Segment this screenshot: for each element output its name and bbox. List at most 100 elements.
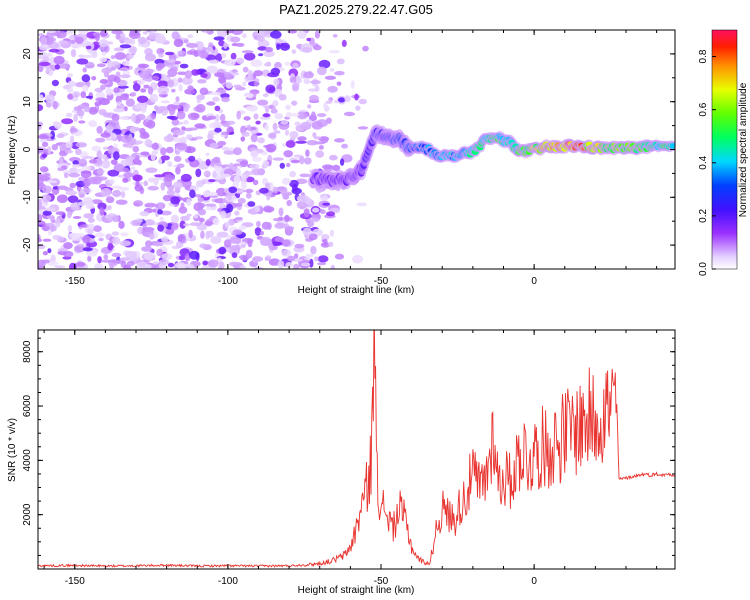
heatmap-cell: [304, 257, 311, 261]
heatmap-cell: [154, 36, 167, 44]
heatmap-cell: [136, 79, 146, 85]
heatmap-cell: [309, 94, 319, 102]
heatmap-cell: [123, 60, 130, 67]
heatmap-cell: [318, 145, 324, 150]
heatmap-cell: [197, 208, 207, 216]
heatmap-cell: [43, 173, 51, 177]
heatmap-cell: [87, 255, 92, 262]
heatmap-cell: [181, 76, 193, 85]
heatmap-cell: [270, 67, 281, 76]
heatmap-cell: [183, 223, 190, 227]
heatmap-cell: [195, 103, 206, 113]
heatmap-cell: [160, 155, 170, 161]
heatmap-cell: [50, 225, 57, 232]
heatmap-cell: [81, 74, 91, 83]
heatmap-cell: [300, 121, 312, 131]
heatmap-cell: [62, 250, 74, 258]
heatmap-cell: [97, 256, 102, 264]
heatmap-cell: [93, 263, 104, 269]
heatmap-cell: [230, 52, 237, 60]
heatmap-cell: [272, 157, 284, 161]
heatmap-cell: [135, 154, 140, 162]
heatmap-cell: [117, 85, 129, 89]
heatmap-cell: [241, 50, 254, 54]
heatmap-cell: [179, 220, 186, 229]
heatmap-cell: [218, 40, 225, 47]
snr-xtick-label: -50: [374, 576, 389, 587]
heatmap-cell: [176, 163, 185, 169]
heatmap-cell: [291, 49, 297, 54]
heatmap-cell: [362, 45, 369, 52]
heatmap-cell: [140, 88, 147, 93]
heatmap-cell: [70, 49, 77, 58]
heatmap-cell: [214, 165, 223, 173]
heatmap-cell: [113, 76, 121, 83]
heatmap-cell: [231, 30, 243, 36]
heatmap-cell: [65, 112, 73, 118]
snr-xtick-label: 0: [531, 576, 537, 587]
heatmap-cell: [38, 173, 44, 179]
heatmap-cell: [312, 44, 322, 51]
heatmap-cell: [242, 81, 247, 87]
heatmap-cell: [352, 254, 364, 264]
heatmap-cell: [142, 31, 148, 35]
heatmap-cell: [299, 155, 305, 165]
heatmap-cell: [85, 45, 92, 50]
heatmap-cell: [50, 130, 55, 140]
heatmap-cell: [303, 78, 311, 85]
heatmap-cell: [208, 179, 216, 183]
heatmap-cell: [101, 67, 112, 74]
heatmap-cell: [207, 132, 214, 141]
heatmap-cell: [289, 170, 296, 178]
heatmap-cell: [194, 123, 206, 129]
heatmap-cell: [257, 39, 270, 48]
heatmap-cell: [148, 32, 156, 40]
heatmap-cell: [229, 236, 242, 244]
heatmap-cell: [132, 82, 141, 92]
heatmap-cell: [80, 91, 87, 99]
heatmap-cell: [110, 55, 116, 60]
heatmap-cell: [214, 198, 226, 204]
heatmap-cell: [183, 120, 189, 125]
heatmap-cell: [286, 162, 291, 168]
heatmap-cell: [160, 264, 167, 269]
heatmap-cell: [132, 174, 143, 182]
heatmap-cell: [245, 188, 254, 194]
heatmap-cell: [184, 253, 191, 262]
heatmap-cell: [83, 188, 90, 193]
heatmap-cell: [247, 238, 253, 248]
heatmap-cell: [158, 53, 165, 58]
heatmap-cell: [38, 104, 44, 112]
heatmap-cell: [306, 37, 312, 42]
heatmap-cell: [214, 114, 220, 122]
heatmap-cell: [82, 235, 91, 244]
heatmap-cell: [74, 244, 86, 253]
heatmap-cell: [130, 38, 136, 46]
heatmap-cell: [336, 81, 342, 86]
heatmap-cell: [218, 75, 227, 84]
heatmap-cell: [133, 202, 140, 207]
colorbar-label: Normalized spectral amplitude: [738, 82, 749, 217]
heatmap-cell: [172, 105, 182, 110]
heatmap-cell: [129, 46, 137, 54]
heatmap-cell: [314, 30, 321, 39]
colorbar-tick-label: 0.8: [698, 49, 709, 63]
heatmap-cell: [76, 261, 86, 267]
heatmap-cell: [73, 233, 85, 238]
heatmap-cell: [134, 104, 146, 110]
heatmap-cell: [141, 246, 153, 252]
heatmap-cell: [137, 160, 142, 166]
heatmap-cell: [188, 155, 196, 162]
heatmap-cell: [332, 164, 341, 172]
heatmap-cell: [139, 211, 149, 217]
heatmap-cell: [110, 159, 118, 166]
heatmap-cell: [170, 214, 180, 224]
heatmap-cell: [150, 30, 156, 34]
heatmap-cell: [165, 146, 174, 154]
heatmap-cell: [208, 42, 214, 49]
heatmap-cell: [259, 187, 269, 194]
heatmap-cell: [216, 30, 227, 33]
heatmap-cell: [221, 146, 230, 151]
heatmap-cell: [79, 193, 85, 198]
heatmap-cell: [262, 93, 269, 98]
